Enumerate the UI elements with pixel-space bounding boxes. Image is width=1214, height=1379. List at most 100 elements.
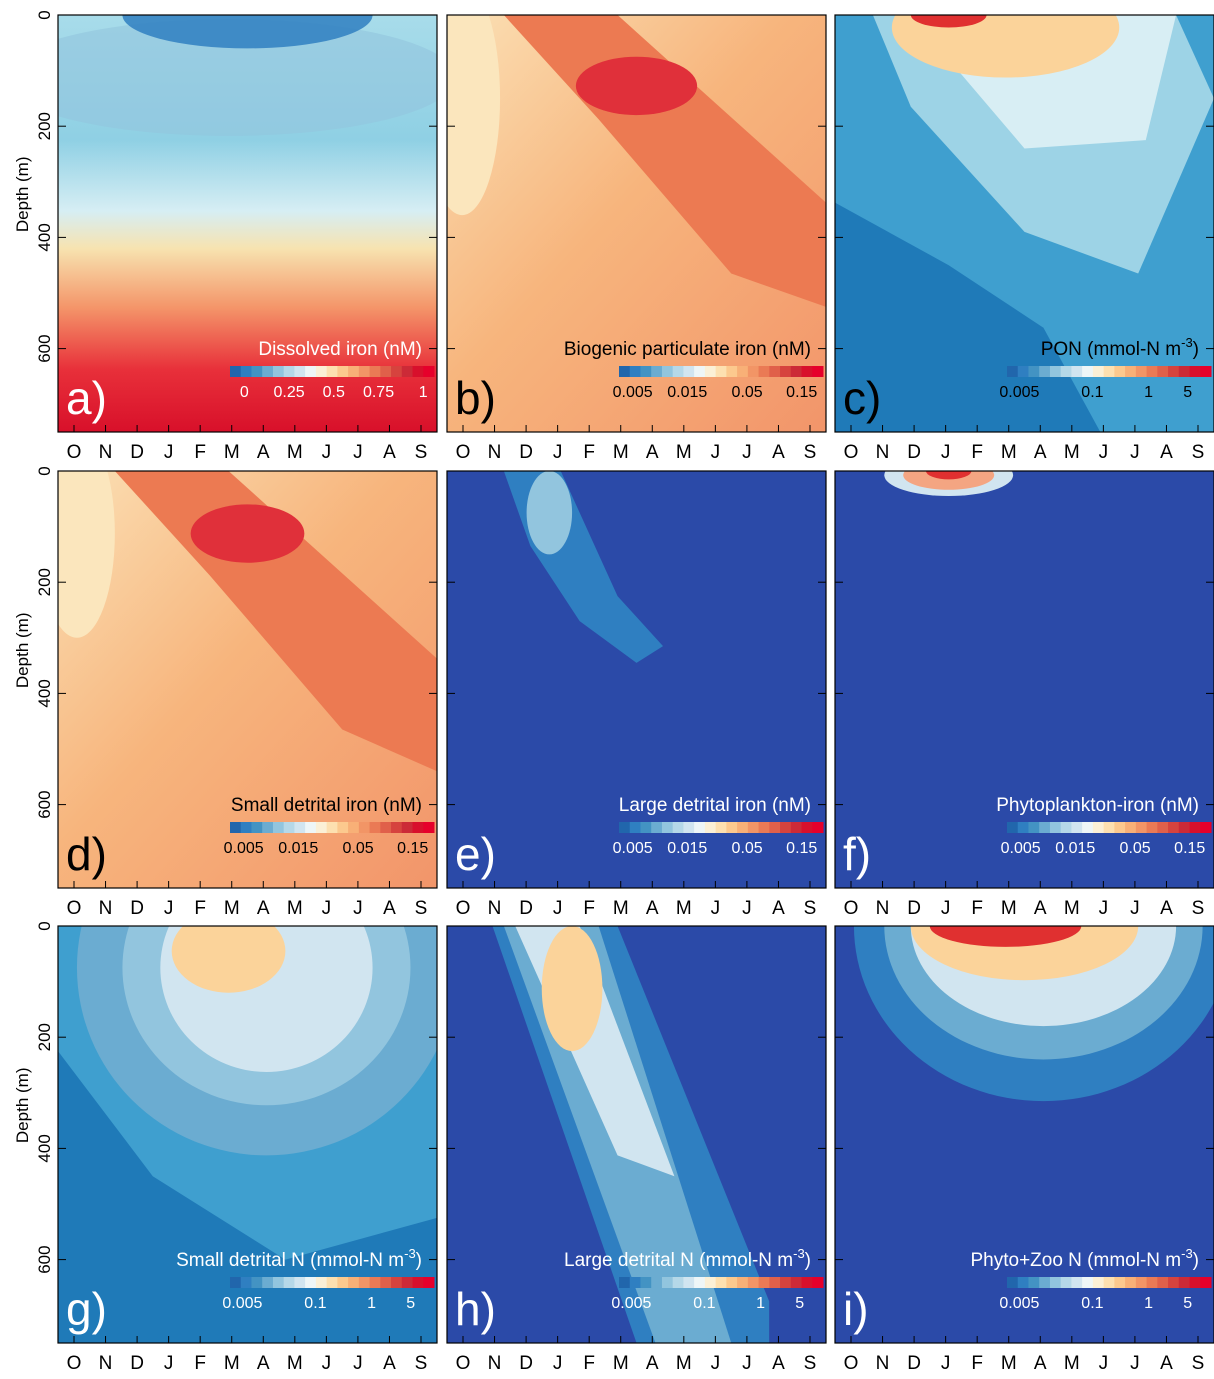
field-region bbox=[114, 471, 437, 772]
colorbar-cell bbox=[1017, 366, 1029, 377]
colorbar-cell bbox=[348, 1277, 360, 1288]
colorbar-tick-label: 0.005 bbox=[999, 384, 1039, 401]
title-text: Large detrital iron (nM) bbox=[619, 795, 811, 816]
colorbar-tick-label: 0.15 bbox=[786, 840, 817, 857]
colorbar-title: Biogenic particulate iron (nM) bbox=[564, 339, 811, 360]
colorbar-tick-label: 0.005 bbox=[1001, 840, 1041, 857]
colorbar-cell bbox=[801, 822, 813, 833]
x-tick-label: M bbox=[287, 442, 303, 463]
field-region bbox=[541, 926, 603, 1052]
colorbar-cell bbox=[1178, 822, 1191, 833]
x-tick-label: A bbox=[646, 442, 659, 463]
x-tick-label: S bbox=[1192, 898, 1205, 919]
x-tick-label: J bbox=[1130, 1353, 1140, 1374]
colorbar-cell bbox=[726, 822, 738, 833]
colorbar-cell bbox=[1189, 366, 1201, 377]
colorbar-cell bbox=[380, 366, 392, 377]
colorbar-tick-label: 1 bbox=[1144, 1295, 1153, 1312]
panel-frame bbox=[446, 925, 827, 1344]
field-region bbox=[891, 15, 1120, 78]
colorbar-cell bbox=[726, 366, 738, 377]
colorbar-cell bbox=[348, 822, 360, 833]
colorbar-cell bbox=[683, 822, 695, 833]
colorbar-tick-label: 0.25 bbox=[273, 384, 304, 401]
colorbar-cell bbox=[1017, 822, 1029, 833]
colorbar-cell bbox=[230, 1277, 242, 1288]
colorbar-cell bbox=[391, 1277, 403, 1288]
x-tick-label: D bbox=[519, 898, 533, 919]
colorbar-cell bbox=[769, 822, 781, 833]
colorbar-tick-label: 1 bbox=[756, 1295, 765, 1312]
y-tick-label: 200 bbox=[35, 112, 54, 140]
colorbar-cell bbox=[348, 366, 360, 377]
x-tick-label: N bbox=[876, 898, 890, 919]
colorbar-cell bbox=[326, 822, 338, 833]
colorbar-cell bbox=[694, 366, 706, 377]
x-tick-label: J bbox=[553, 1353, 563, 1374]
x-tick-label: M bbox=[1001, 898, 1017, 919]
title-suffix: ) bbox=[1193, 1250, 1199, 1271]
x-tick-label: D bbox=[907, 1353, 921, 1374]
x-tick-label: A bbox=[257, 898, 270, 919]
title-text: Biogenic particulate iron (nM) bbox=[564, 339, 811, 360]
colorbar-cell bbox=[715, 1277, 727, 1288]
y-tick-label: 0 bbox=[35, 10, 54, 19]
colorbar-cell bbox=[1103, 822, 1115, 833]
y-tick-label: 0 bbox=[35, 466, 54, 475]
colorbar-tick-label: 0.005 bbox=[224, 840, 264, 857]
x-tick-label: S bbox=[1192, 442, 1205, 463]
x-tick-label: O bbox=[844, 898, 859, 919]
colorbar-cell bbox=[391, 822, 403, 833]
colorbar-cell bbox=[619, 1277, 631, 1288]
title-text: PON (mmol-N m bbox=[1041, 339, 1181, 360]
x-tick-label: F bbox=[971, 442, 983, 463]
colorbar-cell bbox=[812, 366, 824, 377]
field-region bbox=[835, 471, 1214, 888]
x-tick-label: D bbox=[130, 1353, 144, 1374]
colorbar-cell bbox=[1028, 1277, 1040, 1288]
x-tick-label: D bbox=[519, 442, 533, 463]
x-tick-label: A bbox=[1160, 898, 1173, 919]
x-tick-label: M bbox=[676, 1353, 692, 1374]
colorbar-title: Large detrital N (mmol-N m-3) bbox=[564, 1246, 811, 1271]
x-tick-label: J bbox=[742, 442, 752, 463]
colorbar-cell bbox=[715, 822, 727, 833]
colorbar-cell bbox=[1060, 822, 1072, 833]
x-tick-label: S bbox=[415, 442, 428, 463]
x-tick-label: A bbox=[257, 442, 270, 463]
x-tick-label: S bbox=[415, 898, 428, 919]
colorbar-cell bbox=[1135, 822, 1148, 833]
x-tick-label: M bbox=[1001, 442, 1017, 463]
colorbar-cell bbox=[1082, 366, 1094, 377]
colorbar-tick-label: 0.05 bbox=[343, 840, 374, 857]
colorbar-title: Dissolved iron (nM) bbox=[258, 339, 422, 360]
colorbar-cell bbox=[780, 822, 792, 833]
panel-frame bbox=[57, 14, 438, 433]
colorbar-tick-label: 0.005 bbox=[611, 1295, 651, 1312]
x-tick-label: J bbox=[553, 898, 563, 919]
colorbar-cell bbox=[726, 1277, 738, 1288]
field-region bbox=[58, 1051, 437, 1343]
x-tick-label: J bbox=[711, 1353, 721, 1374]
colorbar-cell bbox=[1049, 822, 1062, 833]
colorbar-tick-label: 0.05 bbox=[732, 384, 763, 401]
colorbar-cell bbox=[294, 1277, 306, 1288]
x-tick-label: J bbox=[322, 1353, 332, 1374]
colorbar-title: Phytoplankton-iron (nM) bbox=[996, 795, 1199, 816]
x-tick-label: J bbox=[353, 898, 363, 919]
colorbar-title: PON (mmol-N m-3) bbox=[1041, 335, 1199, 360]
x-tick-label: J bbox=[164, 898, 174, 919]
colorbar-cell bbox=[262, 822, 274, 833]
colorbar-cell bbox=[1039, 366, 1051, 377]
x-tick-label: A bbox=[772, 898, 785, 919]
field bbox=[58, 926, 437, 1343]
field-region bbox=[58, 471, 115, 638]
x-tick-label: A bbox=[383, 898, 396, 919]
x-tick-label: A bbox=[383, 442, 396, 463]
colorbar-cell bbox=[1114, 1277, 1126, 1288]
panel-label: f) bbox=[843, 828, 871, 880]
colorbar-tick-label: 0.005 bbox=[613, 384, 653, 401]
y-axis-label: Depth (m) bbox=[13, 1068, 32, 1144]
colorbar-cell bbox=[1146, 366, 1158, 377]
